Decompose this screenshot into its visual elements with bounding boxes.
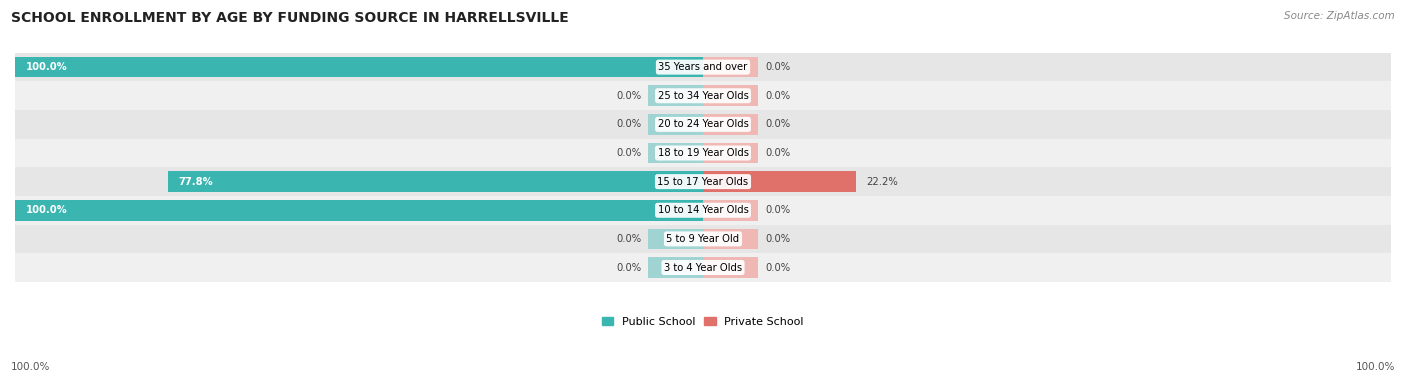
Text: 0.0%: 0.0% [616,91,641,101]
Text: 0.0%: 0.0% [765,234,790,244]
Bar [648,85,703,106]
Text: 100.0%: 100.0% [25,62,67,72]
Legend: Public School, Private School: Public School, Private School [602,316,804,327]
Text: 0.0%: 0.0% [616,263,641,273]
Text: 5 to 9 Year Old: 5 to 9 Year Old [666,234,740,244]
Bar [15,167,1391,196]
Text: 0.0%: 0.0% [765,205,790,215]
Bar [703,143,758,163]
Bar [703,114,758,135]
Text: 100.0%: 100.0% [1355,363,1395,372]
Text: 3 to 4 Year Olds: 3 to 4 Year Olds [664,263,742,273]
Bar [648,114,703,135]
Text: 20 to 24 Year Olds: 20 to 24 Year Olds [658,119,748,129]
Text: 0.0%: 0.0% [765,62,790,72]
Text: 100.0%: 100.0% [11,363,51,372]
Bar [648,229,703,249]
Text: 35 Years and over: 35 Years and over [658,62,748,72]
Bar [703,257,758,278]
Bar [703,57,758,77]
Text: 18 to 19 Year Olds: 18 to 19 Year Olds [658,148,748,158]
Text: 0.0%: 0.0% [765,91,790,101]
Bar [15,139,1391,167]
Text: 100.0%: 100.0% [25,205,67,215]
Text: 22.2%: 22.2% [866,177,898,187]
Bar [15,200,703,221]
Bar [15,110,1391,139]
Text: 0.0%: 0.0% [765,119,790,129]
Text: Source: ZipAtlas.com: Source: ZipAtlas.com [1284,11,1395,21]
Bar [703,200,758,221]
Text: SCHOOL ENROLLMENT BY AGE BY FUNDING SOURCE IN HARRELLSVILLE: SCHOOL ENROLLMENT BY AGE BY FUNDING SOUR… [11,11,569,25]
Bar [15,57,703,77]
Text: 0.0%: 0.0% [765,148,790,158]
Bar [648,143,703,163]
Text: 77.8%: 77.8% [179,177,212,187]
Text: 0.0%: 0.0% [616,148,641,158]
Bar [15,253,1391,282]
Text: 10 to 14 Year Olds: 10 to 14 Year Olds [658,205,748,215]
Bar [15,53,1391,81]
Bar [15,225,1391,253]
Text: 15 to 17 Year Olds: 15 to 17 Year Olds [658,177,748,187]
Bar [167,171,703,192]
Text: 0.0%: 0.0% [616,234,641,244]
Text: 0.0%: 0.0% [765,263,790,273]
Bar [703,85,758,106]
Bar [648,257,703,278]
Bar [15,81,1391,110]
Bar [703,171,856,192]
Bar [15,196,1391,225]
Text: 0.0%: 0.0% [616,119,641,129]
Text: 25 to 34 Year Olds: 25 to 34 Year Olds [658,91,748,101]
Bar [703,229,758,249]
